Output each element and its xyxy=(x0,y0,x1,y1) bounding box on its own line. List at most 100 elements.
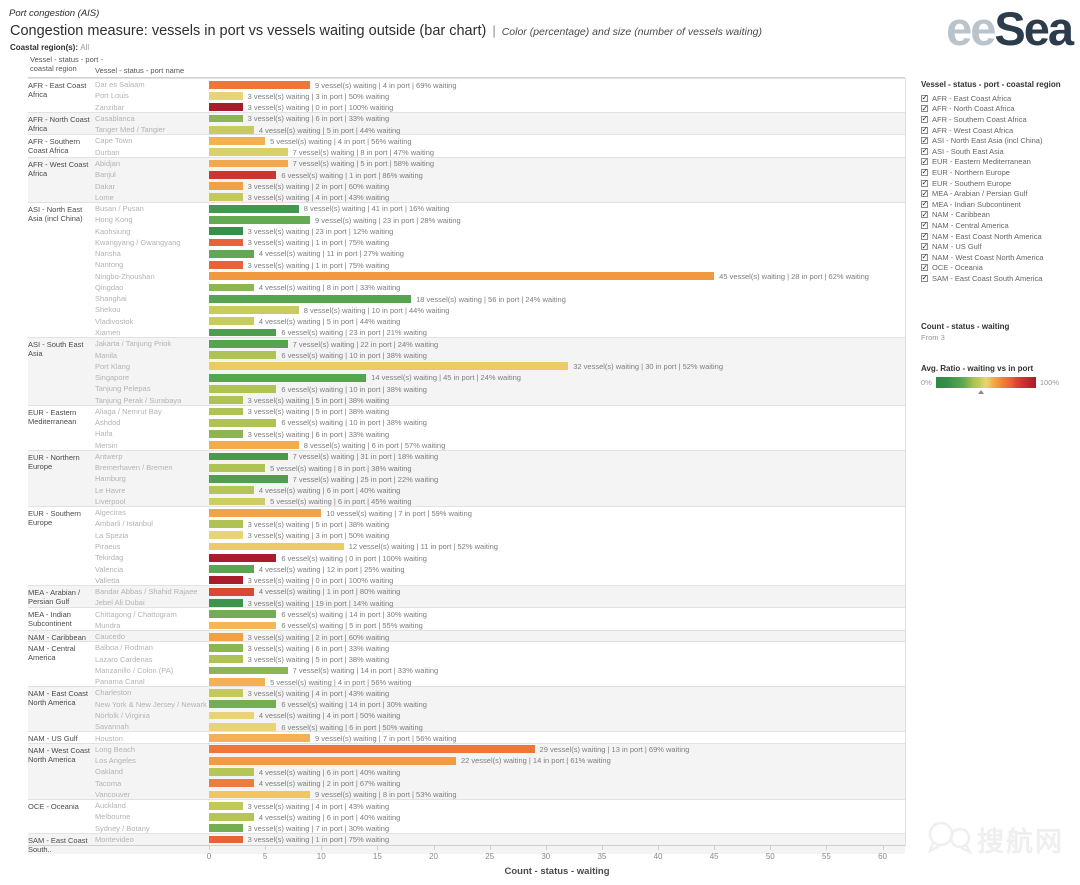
waiting-bar[interactable] xyxy=(209,418,277,427)
waiting-bar[interactable] xyxy=(209,813,254,821)
waiting-bar[interactable] xyxy=(209,373,367,382)
waiting-bar[interactable] xyxy=(209,249,254,258)
color-gradient-bar[interactable] xyxy=(935,377,1036,394)
waiting-bar[interactable] xyxy=(209,182,243,190)
waiting-bar[interactable] xyxy=(209,790,311,799)
checkbox-checked-icon[interactable] xyxy=(921,273,928,282)
checkbox-checked-icon[interactable] xyxy=(921,252,928,261)
filter-item-nam-caribbean[interactable]: NAM - Caribbean xyxy=(921,210,1076,221)
waiting-bar[interactable] xyxy=(209,632,243,641)
waiting-bar[interactable] xyxy=(209,508,322,517)
waiting-bar[interactable] xyxy=(209,497,266,506)
filter-item-sam-east-coast-south-america[interactable]: SAM - East Coast South America xyxy=(921,273,1076,284)
waiting-bar[interactable] xyxy=(209,92,243,100)
waiting-bar[interactable] xyxy=(209,801,243,810)
waiting-bar[interactable] xyxy=(209,475,288,483)
waiting-bar[interactable] xyxy=(209,396,243,405)
checkbox-checked-icon[interactable] xyxy=(921,210,928,219)
checkbox-checked-icon[interactable] xyxy=(921,199,928,208)
waiting-bar[interactable] xyxy=(209,103,243,112)
checkbox-checked-icon[interactable] xyxy=(921,242,928,251)
checkbox-checked-icon[interactable] xyxy=(921,189,928,198)
waiting-bar[interactable] xyxy=(209,576,243,585)
filter-item-nam-us-gulf[interactable]: NAM - US Gulf xyxy=(921,241,1076,252)
waiting-bar[interactable] xyxy=(209,215,311,224)
checkbox-checked-icon[interactable] xyxy=(921,104,928,113)
checkbox-checked-icon[interactable] xyxy=(921,220,928,229)
waiting-bar[interactable] xyxy=(209,339,288,348)
filter-item-eur-northern-europe[interactable]: EUR - Northern Europe xyxy=(921,167,1076,178)
waiting-bar[interactable] xyxy=(209,531,243,540)
filter-item-afr-north-coast-africa[interactable]: AFR - North Coast Africa xyxy=(921,104,1076,115)
waiting-bar[interactable] xyxy=(209,204,299,213)
waiting-bar[interactable] xyxy=(209,666,288,675)
waiting-bar[interactable] xyxy=(209,170,277,179)
filter-item-oce-oceania[interactable]: OCE - Oceania xyxy=(921,263,1076,274)
waiting-bar[interactable] xyxy=(209,294,412,303)
waiting-bar[interactable] xyxy=(209,599,243,607)
filter-item-afr-southern-coast-africa[interactable]: AFR - Southern Coast Africa xyxy=(921,114,1076,125)
filter-item-asi-south-east-asia[interactable]: ASI - South East Asia xyxy=(921,146,1076,157)
checkbox-checked-icon[interactable] xyxy=(921,114,928,123)
waiting-bar[interactable] xyxy=(209,238,243,247)
waiting-bar[interactable] xyxy=(209,125,254,134)
waiting-bar[interactable] xyxy=(209,779,254,788)
waiting-bar[interactable] xyxy=(209,159,288,168)
filter-item-mea-indian-subcontinent[interactable]: MEA - Indian Subcontinent xyxy=(921,199,1076,210)
filter-item-nam-central-america[interactable]: NAM - Central America xyxy=(921,220,1076,231)
checkbox-checked-icon[interactable] xyxy=(921,167,928,176)
waiting-bar[interactable] xyxy=(209,306,299,314)
filter-item-nam-east-coast-north-america[interactable]: NAM - East Coast North America xyxy=(921,231,1076,242)
waiting-bar[interactable] xyxy=(209,283,254,292)
checkbox-checked-icon[interactable] xyxy=(921,178,928,187)
waiting-bar[interactable] xyxy=(209,835,243,844)
waiting-bar[interactable] xyxy=(209,711,254,720)
waiting-bar[interactable] xyxy=(209,362,569,371)
waiting-bar[interactable] xyxy=(209,768,254,776)
waiting-bar[interactable] xyxy=(209,655,243,664)
waiting-bar[interactable] xyxy=(209,463,266,472)
waiting-bar[interactable] xyxy=(209,520,243,528)
checkbox-checked-icon[interactable] xyxy=(921,125,928,134)
waiting-bar[interactable] xyxy=(209,114,243,123)
waiting-bar[interactable] xyxy=(209,677,266,686)
checkbox-checked-icon[interactable] xyxy=(921,231,928,240)
waiting-bar[interactable] xyxy=(209,610,277,619)
waiting-bar[interactable] xyxy=(209,734,311,742)
waiting-bar[interactable] xyxy=(209,148,288,157)
waiting-bar[interactable] xyxy=(209,328,277,337)
waiting-bar[interactable] xyxy=(209,745,535,754)
waiting-bar[interactable] xyxy=(209,542,344,551)
filter-item-afr-west-coast-africa[interactable]: AFR - West Coast Africa xyxy=(921,125,1076,136)
waiting-bar[interactable] xyxy=(209,824,243,833)
waiting-bar[interactable] xyxy=(209,384,277,393)
filter-item-afr-east-coast-africa[interactable]: AFR - East Coast Africa xyxy=(921,93,1076,104)
waiting-bar[interactable] xyxy=(209,227,243,236)
checkbox-checked-icon[interactable] xyxy=(921,157,928,166)
waiting-bar[interactable] xyxy=(209,407,243,416)
filter-item-mea-arabian-persian-gulf[interactable]: MEA - Arabian / Persian Gulf xyxy=(921,188,1076,199)
checkbox-checked-icon[interactable] xyxy=(921,263,928,272)
waiting-bar[interactable] xyxy=(209,644,243,652)
waiting-bar[interactable] xyxy=(209,80,311,89)
waiting-bar[interactable] xyxy=(209,553,277,562)
waiting-bar[interactable] xyxy=(209,452,288,461)
waiting-bar[interactable] xyxy=(209,587,254,596)
waiting-bar[interactable] xyxy=(209,261,243,269)
waiting-bar[interactable] xyxy=(209,272,715,281)
waiting-bar[interactable] xyxy=(209,430,243,438)
waiting-bar[interactable] xyxy=(209,621,277,630)
checkbox-checked-icon[interactable] xyxy=(921,136,928,145)
waiting-bar[interactable] xyxy=(209,486,254,495)
waiting-bar[interactable] xyxy=(209,351,277,359)
waiting-bar[interactable] xyxy=(209,565,254,574)
filter-item-nam-west-coast-north-america[interactable]: NAM - West Coast North America xyxy=(921,252,1076,263)
waiting-bar[interactable] xyxy=(209,317,254,326)
waiting-bar[interactable] xyxy=(209,700,277,709)
waiting-bar[interactable] xyxy=(209,441,299,450)
waiting-bar[interactable] xyxy=(209,756,456,765)
filter-item-eur-eastern-mediterranean[interactable]: EUR - Eastern Mediterranean xyxy=(921,157,1076,168)
waiting-bar[interactable] xyxy=(209,722,277,731)
checkbox-checked-icon[interactable] xyxy=(921,146,928,155)
waiting-bar[interactable] xyxy=(209,137,266,145)
